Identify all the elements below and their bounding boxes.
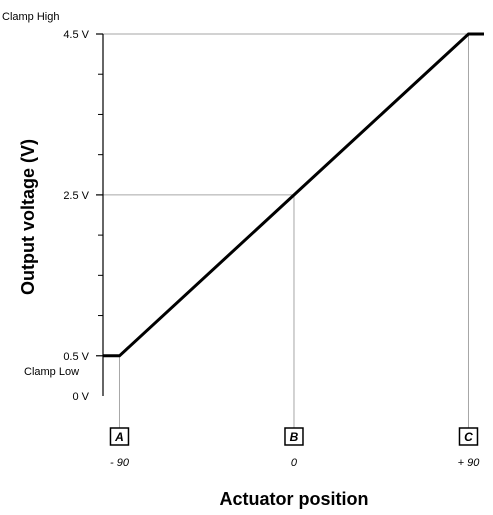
marker-position-c: + 90	[458, 457, 481, 469]
marker-box-b	[284, 427, 304, 446]
x-axis-title: Actuator position	[219, 489, 368, 509]
y-tick-label: 2.5 V	[63, 190, 89, 202]
marker-position-b: 0	[291, 457, 298, 469]
marker-position-a: - 90	[110, 457, 130, 469]
y-axis-title: Output voltage (V)	[18, 139, 38, 295]
marker-letter-b: B	[290, 430, 299, 444]
y-tick-label: 0.5 V	[63, 351, 89, 363]
guide-lines	[103, 33, 469, 428]
marker-box-c	[458, 427, 479, 446]
marker-box-a	[109, 427, 130, 446]
clamp-high-label: Clamp High	[2, 11, 59, 23]
y-axis-tick-labels: 0.5 V 2.5 V 4.5 V	[63, 29, 89, 363]
y-axis-ticks	[96, 33, 103, 357]
series-line-output-voltage	[103, 32, 484, 358]
marker-letter-a: A	[114, 430, 124, 444]
marker-letter-c: C	[464, 430, 473, 444]
y-zero-label: 0 V	[72, 391, 89, 403]
position-markers: A - 90 B 0 C + 90	[109, 427, 481, 469]
clamp-low-label: Clamp Low	[24, 366, 79, 378]
y-tick-label: 4.5 V	[63, 29, 89, 41]
